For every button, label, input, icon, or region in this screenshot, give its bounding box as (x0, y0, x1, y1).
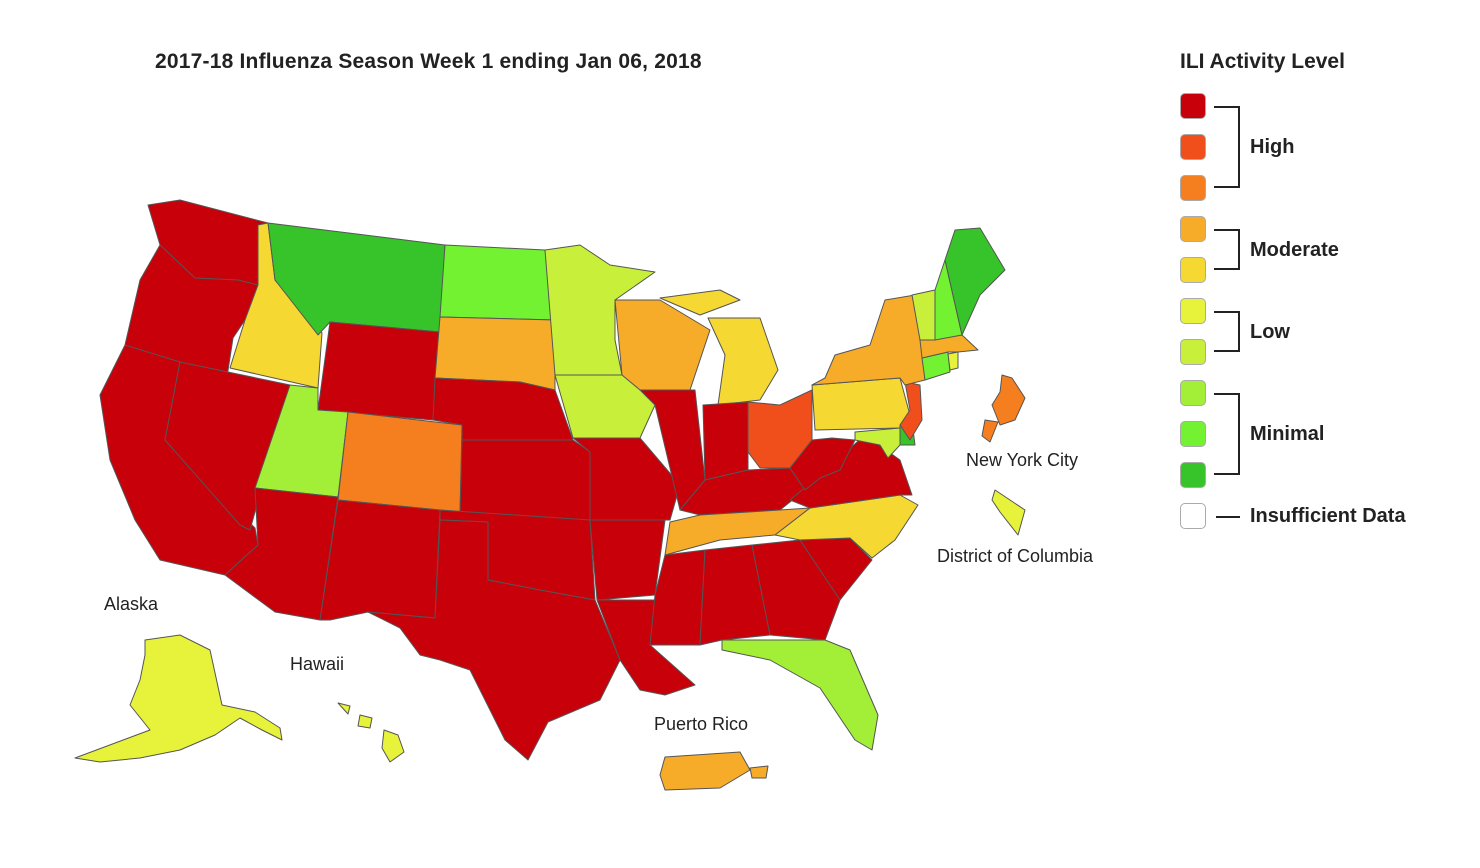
state-ME[interactable] (944, 227, 1006, 336)
state-MO[interactable] (572, 437, 681, 521)
legend-swatch-level-2 (1180, 421, 1206, 447)
legend-swatch-level-6 (1180, 257, 1206, 283)
state-NM[interactable] (319, 499, 441, 621)
legend: ILI Activity Level High Moderate Low Min… (1180, 50, 1470, 550)
legend-swatch-level-3 (1180, 380, 1206, 406)
legend-swatch-level-5 (1180, 298, 1206, 324)
state-DC[interactable] (991, 489, 1026, 536)
legend-swatch-level-4 (1180, 339, 1206, 365)
state-HI[interactable] (337, 702, 405, 763)
bracket-low (1214, 311, 1240, 352)
label-puerto-rico: Puerto Rico (654, 714, 748, 734)
state-AL[interactable] (699, 544, 771, 646)
state-AK[interactable] (74, 634, 283, 763)
state-FL[interactable] (721, 639, 879, 751)
state-WY[interactable] (317, 321, 441, 421)
legend-swatch-level-7 (1180, 216, 1206, 242)
label-hawaii: Hawaii (290, 654, 344, 674)
bracket-moderate (1214, 229, 1240, 270)
insufficient-dash (1216, 516, 1240, 518)
legend-swatch-insufficient (1180, 503, 1206, 529)
state-MI[interactable] (659, 289, 779, 406)
state-RI[interactable] (947, 351, 959, 371)
state-WV[interactable] (789, 437, 856, 491)
legend-label-high: High (1250, 136, 1295, 158)
state-NYC[interactable] (981, 374, 1026, 443)
legend-label-minimal: Minimal (1250, 423, 1325, 445)
bracket-minimal (1214, 393, 1240, 475)
legend-label-insufficient: Insufficient Data (1250, 505, 1406, 527)
label-new-york-city: New York City (966, 450, 1078, 470)
state-TX[interactable] (367, 519, 621, 761)
state-AR[interactable] (589, 519, 666, 601)
map-title: 2017-18 Influenza Season Week 1 ending J… (155, 50, 702, 73)
legend-label-low: Low (1250, 321, 1290, 343)
us-ili-map: Alaska Hawaii Puerto Rico New York City … (74, 199, 1094, 791)
state-PR[interactable] (659, 751, 769, 791)
legend-swatch-level-10 (1180, 93, 1206, 119)
state-KS[interactable] (459, 439, 591, 521)
label-alaska: Alaska (104, 594, 159, 614)
legend-label-moderate: Moderate (1250, 239, 1339, 261)
label-dc: District of Columbia (937, 546, 1094, 566)
state-CO[interactable] (337, 411, 463, 513)
state-GA[interactable] (751, 539, 841, 641)
state-NJ[interactable] (899, 381, 923, 441)
legend-title: ILI Activity Level (1180, 50, 1345, 73)
legend-swatch-level-1 (1180, 462, 1206, 488)
state-ND[interactable] (439, 244, 556, 321)
state-MS[interactable] (649, 549, 706, 646)
bracket-high (1214, 106, 1240, 188)
state-NY[interactable] (811, 294, 926, 386)
state-PA[interactable] (811, 377, 911, 431)
state-IN[interactable] (702, 401, 749, 481)
state-OR[interactable] (124, 244, 259, 391)
legend-swatch-level-8 (1180, 175, 1206, 201)
legend-swatch-level-9 (1180, 134, 1206, 160)
